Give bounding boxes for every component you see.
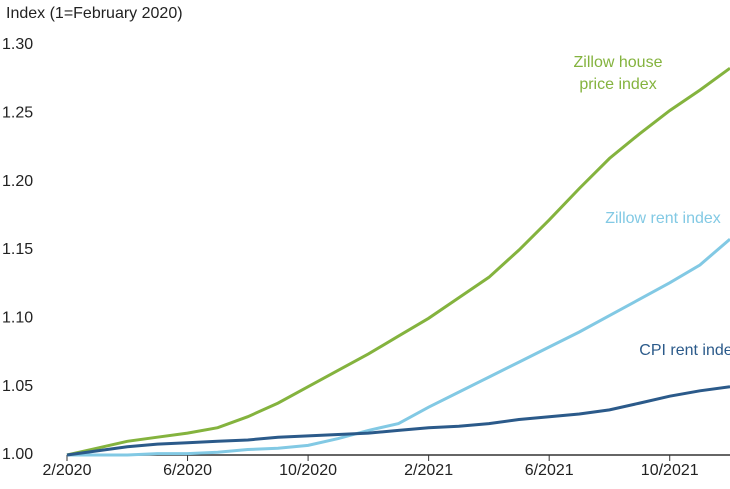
- series-line: [67, 237, 730, 457]
- x-tick-label: 2/2020: [43, 462, 92, 479]
- x-tick-label: 10/2021: [641, 462, 699, 479]
- y-tick-label: 1.25: [2, 105, 33, 122]
- series-line: [66, 385, 730, 457]
- x-tick-label: 2/2021: [404, 462, 453, 479]
- y-tick-label: 1.30: [2, 36, 33, 53]
- y-tick-label: 1.20: [2, 173, 33, 190]
- series-line: [66, 66, 730, 457]
- x-tick-label: 6/2020: [163, 462, 212, 479]
- series-label: Zillow house price index: [573, 54, 663, 93]
- x-tick-label: 6/2021: [525, 462, 574, 479]
- y-tick-label: 1.10: [2, 310, 33, 327]
- y-tick-label: 1.15: [2, 241, 33, 258]
- series-label: CPI rent index: [639, 342, 730, 359]
- series-label: Zillow rent index: [605, 210, 721, 227]
- y-axis-label: Index (1=February 2020): [6, 5, 183, 22]
- y-tick-label: 1.05: [2, 378, 33, 395]
- y-tick-label: 1.00: [2, 446, 33, 463]
- x-tick-label: 10/2020: [279, 462, 337, 479]
